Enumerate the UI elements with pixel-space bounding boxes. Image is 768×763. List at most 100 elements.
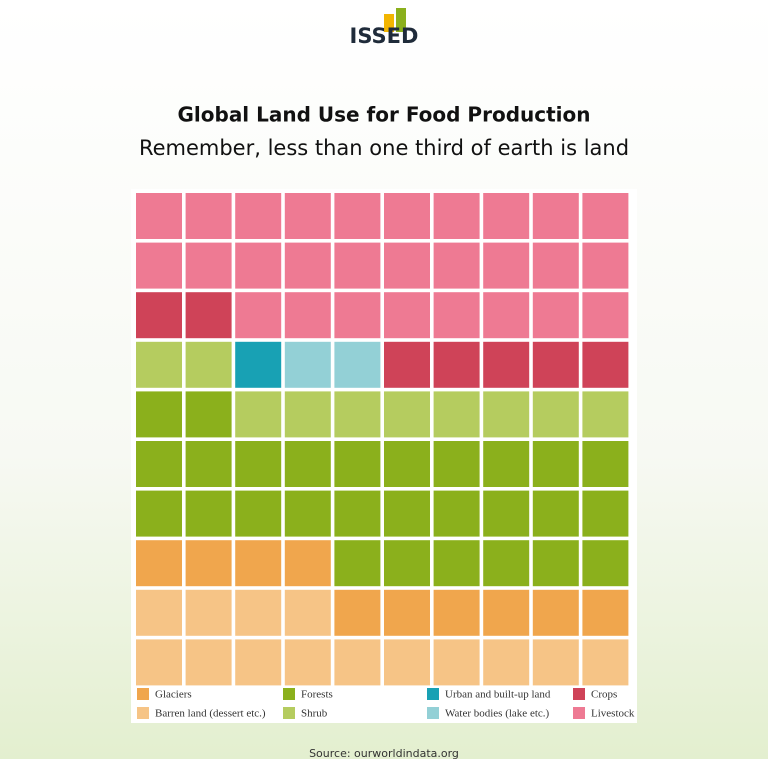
waffle-cell <box>284 193 331 239</box>
waffle-cell <box>334 589 381 636</box>
waffle-cell <box>483 490 530 537</box>
legend-swatch <box>573 688 585 700</box>
waffle-cell <box>532 490 579 537</box>
waffle-cell <box>235 341 282 388</box>
waffle-cell <box>235 639 282 686</box>
waffle-cell <box>532 193 579 239</box>
waffle-cell <box>185 441 232 487</box>
waffle-cell <box>483 292 530 339</box>
legend-label: Crops <box>591 689 617 701</box>
waffle-cell <box>284 341 331 388</box>
waffle-cell <box>334 441 381 487</box>
waffle-cell <box>582 193 629 239</box>
waffle-cell <box>136 490 182 537</box>
waffle-cell <box>582 639 629 686</box>
waffle-cell <box>284 540 331 587</box>
waffle-cell <box>284 490 331 537</box>
legend-label: Forests <box>301 689 333 701</box>
waffle-cell <box>185 292 232 339</box>
legend-swatch <box>427 707 439 719</box>
waffle-cell <box>384 391 430 438</box>
waffle-cell <box>185 589 232 636</box>
waffle-cell <box>334 639 381 686</box>
waffle-cell <box>334 193 381 239</box>
waffle-cell <box>532 540 579 587</box>
waffle-cell <box>185 391 232 438</box>
legend-swatch <box>283 707 295 719</box>
waffle-cell <box>185 540 232 587</box>
waffle-cell <box>433 292 480 339</box>
legend-label: Water bodies (lake etc.) <box>445 708 550 720</box>
waffle-cell <box>433 391 480 438</box>
waffle-cell <box>384 341 430 388</box>
waffle-cell <box>235 391 282 438</box>
waffle-cell <box>532 441 579 487</box>
waffle-cell <box>433 441 480 487</box>
waffle-cell <box>136 242 182 289</box>
waffle-cell <box>384 639 430 686</box>
waffle-cell <box>384 441 430 487</box>
waffle-cell <box>582 292 629 339</box>
waffle-cell <box>185 193 232 239</box>
legend-swatch <box>427 688 439 700</box>
waffle-cell <box>582 242 629 289</box>
waffle-cell <box>433 193 480 239</box>
legend-swatch <box>137 707 149 719</box>
waffle-cell <box>185 341 232 388</box>
waffle-cell <box>235 242 282 289</box>
waffle-cell <box>582 441 629 487</box>
waffle-cell <box>433 589 480 636</box>
waffle-cell <box>483 639 530 686</box>
waffle-cell <box>483 193 530 239</box>
waffle-cell <box>136 193 182 239</box>
legend-label: Glaciers <box>155 689 192 701</box>
waffle-cell <box>185 242 232 289</box>
waffle-cell <box>532 639 579 686</box>
waffle-cell <box>483 441 530 487</box>
waffle-cell <box>532 242 579 289</box>
waffle-cell <box>136 292 182 339</box>
waffle-cell <box>235 490 282 537</box>
waffle-cell <box>384 589 430 636</box>
logo: ISSED <box>350 24 419 48</box>
legend-label: Barren land (dessert etc.) <box>155 708 266 720</box>
waffle-cell <box>483 540 530 587</box>
waffle-cell <box>284 242 331 289</box>
waffle-cell <box>532 589 579 636</box>
logo-bar <box>384 14 394 32</box>
waffle-cell <box>483 341 530 388</box>
waffle-cell <box>136 540 182 587</box>
legend-label: Urban and built-up land <box>445 689 551 701</box>
waffle-cell <box>136 639 182 686</box>
logo-bar <box>396 8 406 32</box>
waffle-cell <box>284 391 331 438</box>
waffle-cell <box>235 292 282 339</box>
waffle-cell <box>235 193 282 239</box>
waffle-cell <box>136 441 182 487</box>
waffle-cell <box>384 540 430 587</box>
waffle-cell <box>384 490 430 537</box>
waffle-cell <box>334 391 381 438</box>
waffle-cell <box>284 441 331 487</box>
waffle-cell <box>334 292 381 339</box>
legend-label: Shrub <box>301 708 328 720</box>
waffle-cell <box>483 391 530 438</box>
waffle-cell <box>235 589 282 636</box>
waffle-cell <box>284 589 331 636</box>
waffle-cell <box>582 540 629 587</box>
waffle-cell <box>384 292 430 339</box>
waffle-cell <box>582 391 629 438</box>
waffle-cell <box>532 391 579 438</box>
waffle-cell <box>334 490 381 537</box>
chart-subtitle: Remember, less than one third of earth i… <box>139 136 629 160</box>
waffle-cell <box>334 540 381 587</box>
waffle-cell <box>185 639 232 686</box>
waffle-cell <box>136 589 182 636</box>
waffle-cell <box>235 540 282 587</box>
waffle-cell <box>582 341 629 388</box>
legend-swatch <box>137 688 149 700</box>
waffle-cell <box>433 639 480 686</box>
waffle-cell <box>284 292 331 339</box>
waffle-cell <box>235 441 282 487</box>
